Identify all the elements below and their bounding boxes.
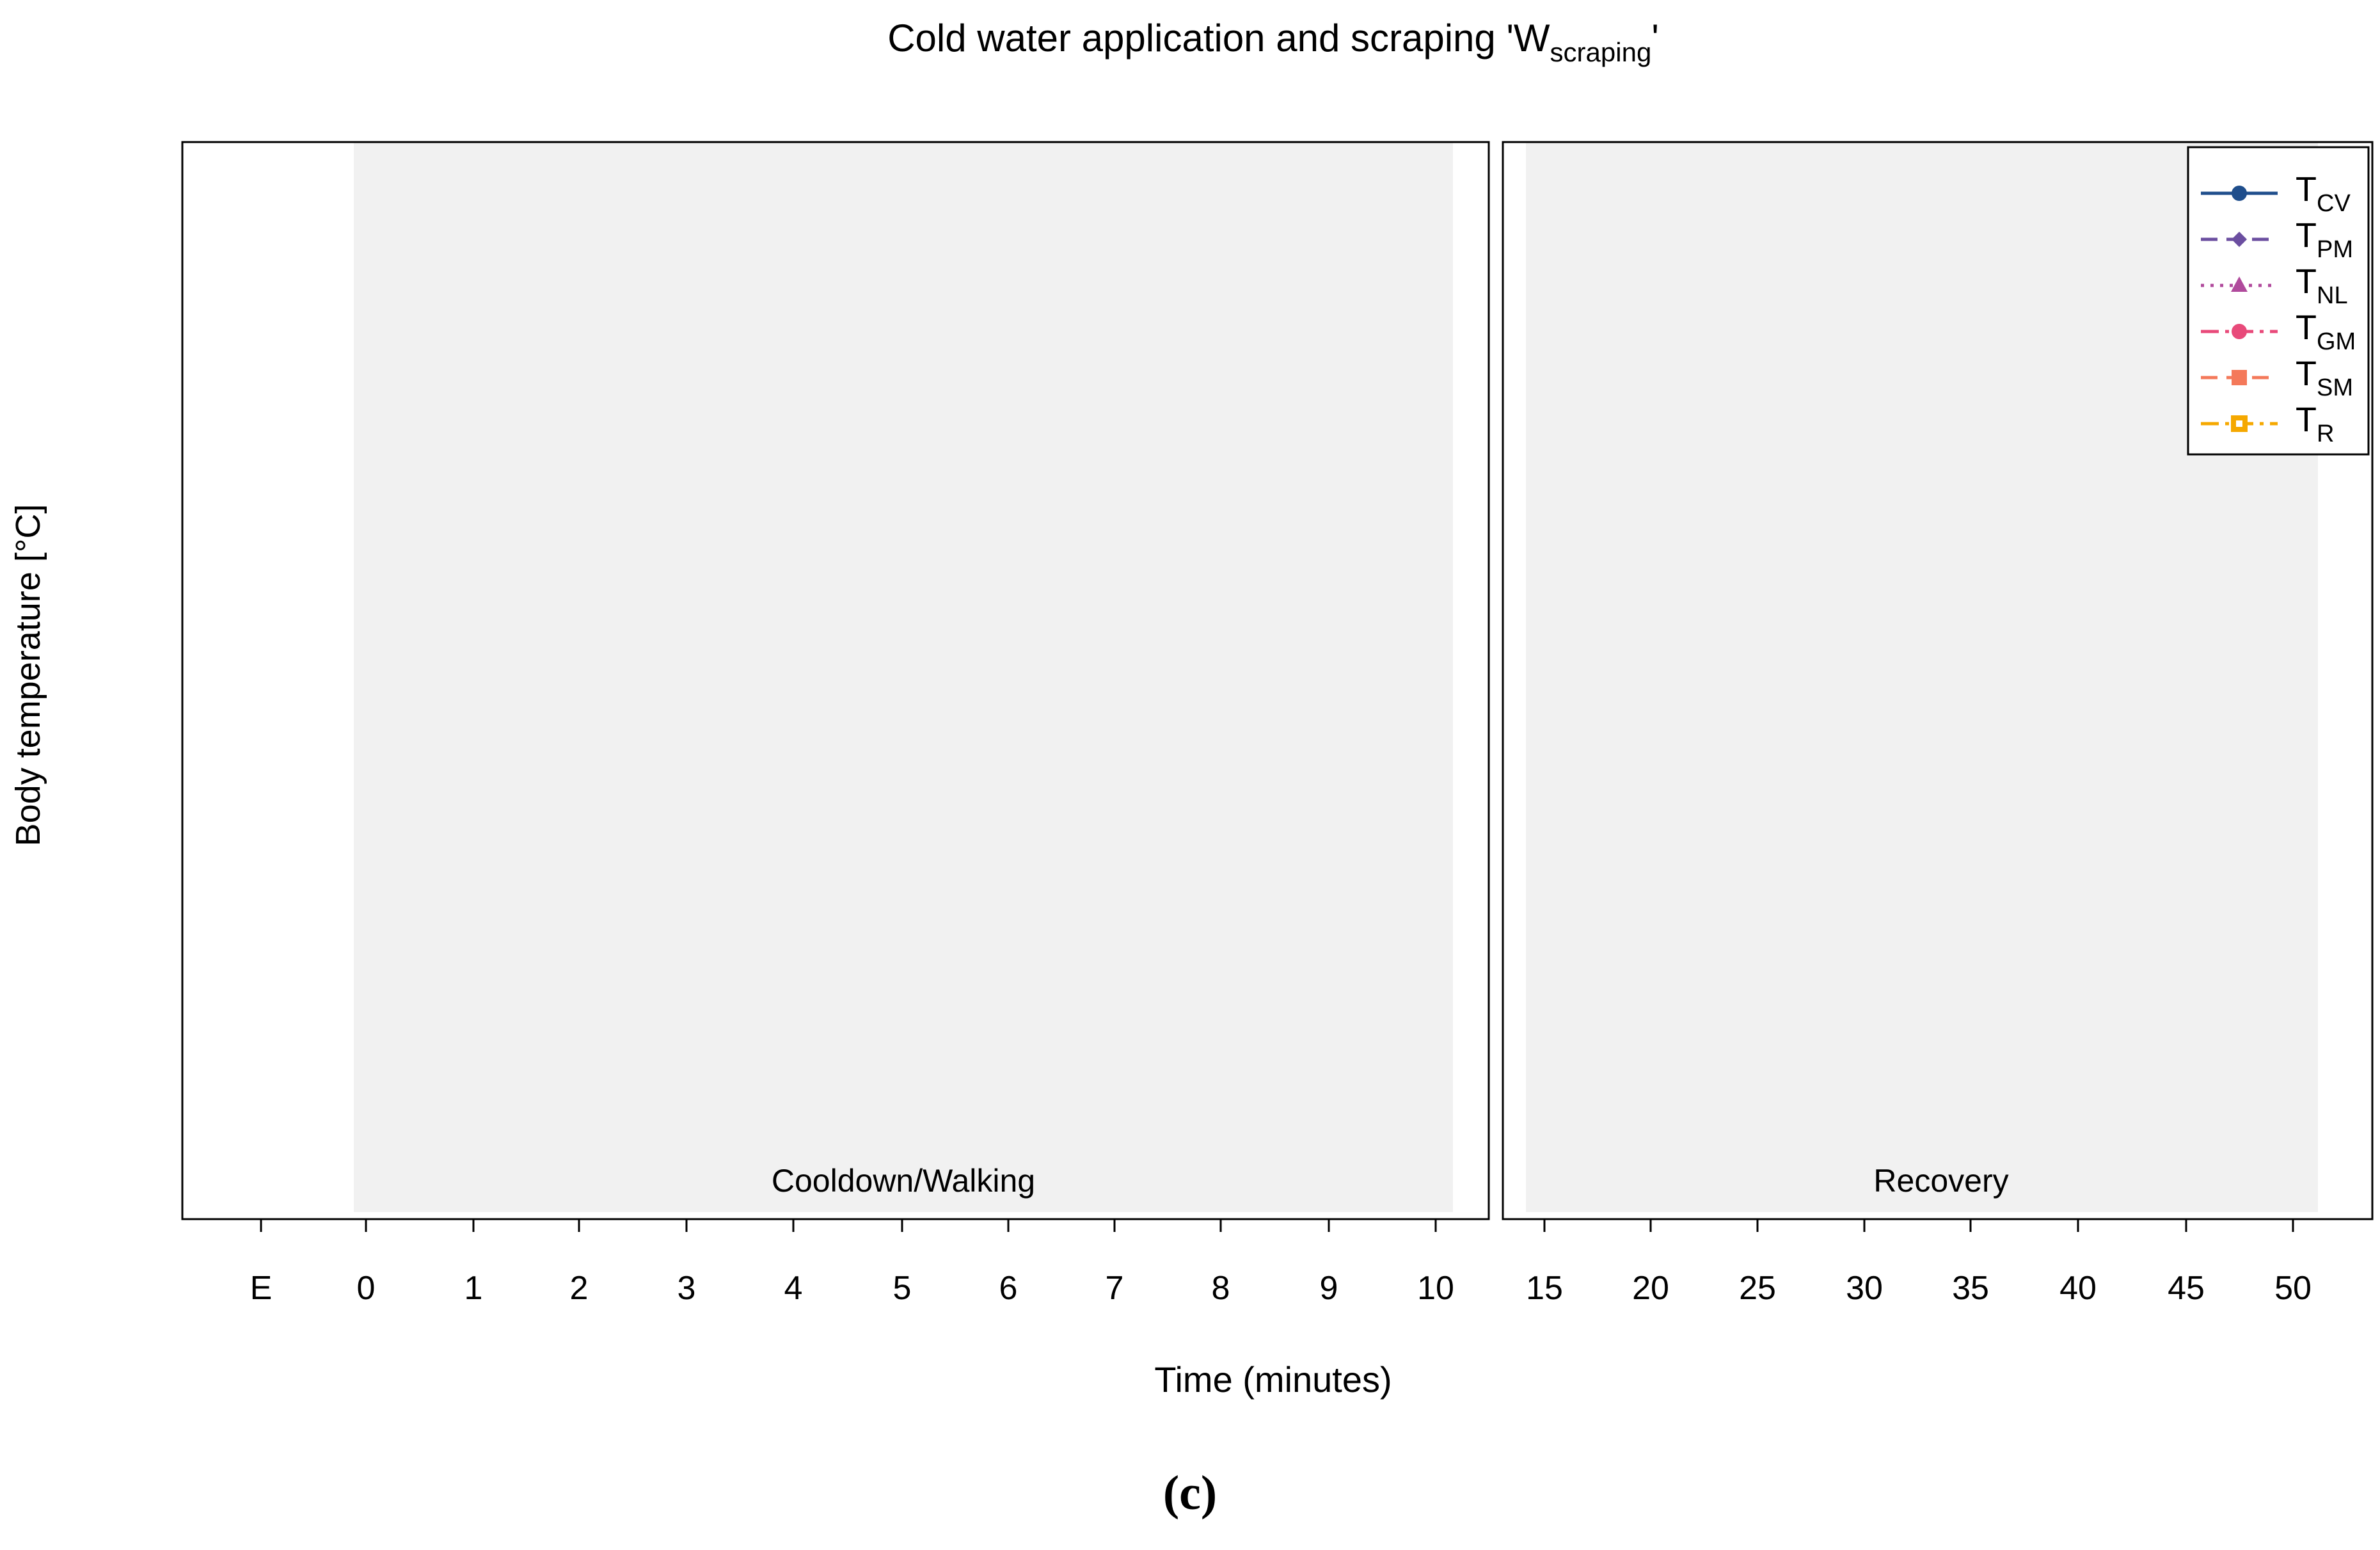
chart-title-main: Cold water application and scraping 'W — [887, 17, 1550, 60]
x-tick-label: 5 — [893, 1270, 912, 1307]
phase-label-2: Recovery — [1873, 1163, 2008, 1199]
x-tick-label: 40 — [2059, 1270, 2097, 1307]
x-tick-label: 45 — [2168, 1270, 2205, 1307]
panels: Cooldown/Walking Recovery — [354, 142, 2318, 1212]
x-tick-label: 30 — [1846, 1270, 1883, 1307]
x-tick-label: 7 — [1106, 1270, 1124, 1307]
legend-marker — [2232, 232, 2247, 247]
legend-box — [2187, 146, 2370, 456]
phase-shade-2 — [1526, 142, 2318, 1212]
legend-label: TPM — [2296, 216, 2353, 263]
panel-gap — [1489, 128, 1502, 1235]
legend-label: TGM — [2296, 308, 2356, 355]
x-tick-label: 20 — [1632, 1270, 1669, 1307]
legend-label: TNL — [2296, 262, 2348, 309]
x-tick-label: 2 — [570, 1270, 589, 1307]
legend-marker — [2232, 324, 2247, 339]
legend-label: TR — [2296, 401, 2334, 447]
legend-item-pm: TPM — [2201, 216, 2353, 263]
legend-marker — [2232, 186, 2247, 201]
legend-item-nl: TNL — [2201, 262, 2348, 309]
legend-marker — [2231, 415, 2248, 432]
legend-item-cv: TCV — [2201, 170, 2351, 217]
x-tick-label: 10 — [1417, 1270, 1454, 1307]
legend-marker — [2231, 276, 2248, 292]
x-tick-label: E — [250, 1270, 273, 1307]
chart: Cold water application and scraping 'Wsc… — [9, 17, 2374, 1400]
panel-frame-2 — [1502, 141, 2374, 1220]
panel-frame-1 — [181, 141, 1490, 1220]
panel-frames — [181, 128, 2374, 1235]
legend-label: TSM — [2296, 355, 2353, 401]
legend-item-gm: TGM — [2201, 308, 2356, 355]
x-tick-label: 8 — [1212, 1270, 1230, 1307]
x-tick-label: 6 — [999, 1270, 1018, 1307]
axes: 36373839404142E0123456789101520253035404… — [250, 1219, 2312, 1307]
x-tick-label: 1 — [464, 1270, 483, 1307]
figure-caption: (c) — [1162, 1466, 1218, 1520]
chart-title-sub: scraping — [1550, 37, 1652, 67]
x-tick-label: 35 — [1952, 1270, 1989, 1307]
x-tick-label: 9 — [1320, 1270, 1338, 1307]
x-axis-label: Time (minutes) — [1154, 1359, 1392, 1400]
legend-item-r: TR — [2201, 401, 2334, 447]
y-axis-label: Body temperature [°C] — [9, 504, 47, 847]
x-tick-label: 15 — [1526, 1270, 1563, 1307]
x-tick-label: 50 — [2274, 1270, 2312, 1307]
chart-title-end: ' — [1651, 17, 1658, 60]
legend-marker — [2232, 370, 2247, 385]
x-tick-label: 3 — [678, 1270, 696, 1307]
phase-shade-1 — [354, 142, 1453, 1212]
phase-label-1: Cooldown/Walking — [772, 1163, 1035, 1199]
x-tick-label: 4 — [784, 1270, 803, 1307]
legend-label: TCV — [2296, 170, 2351, 217]
legend-item-sm: TSM — [2201, 355, 2353, 401]
x-tick-label: 25 — [1739, 1270, 1776, 1307]
x-tick-label: 0 — [357, 1270, 376, 1307]
chart-title: Cold water application and scraping 'Wsc… — [887, 17, 1659, 67]
